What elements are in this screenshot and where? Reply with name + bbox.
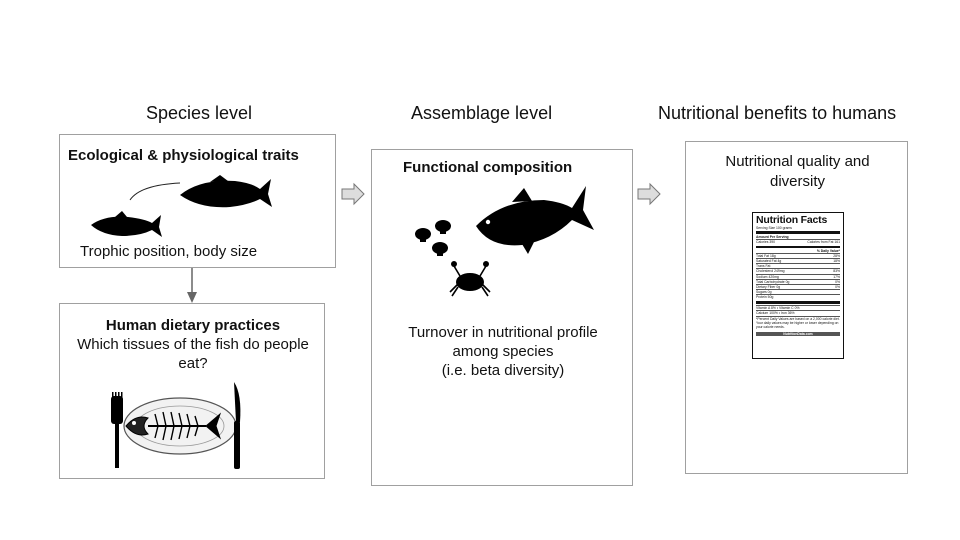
traits-title: Ecological & physiological traits <box>68 147 299 164</box>
nf-row-name: Saturated Fat 4g <box>756 259 782 264</box>
heading-nutritional-benefits: Nutritional benefits to humans <box>658 103 897 123</box>
nf-row-value: 0% <box>835 279 840 284</box>
nf-row-value: 83% <box>833 269 840 274</box>
crab-icon <box>449 261 491 297</box>
nf-row-name: Protein 50g <box>756 295 774 300</box>
mushroom-icon-3 <box>432 242 448 256</box>
dietary-title: Human dietary practices <box>105 317 281 334</box>
nutrition-title-line-1: Nutritional quality and <box>725 153 870 170</box>
nf-row-name: Total Fat 18g <box>756 253 776 258</box>
species-illustration <box>415 186 594 297</box>
plate-illustration <box>111 382 241 469</box>
nutrition-facts-title: Nutrition Facts <box>756 214 828 226</box>
large-fish-icon <box>180 175 272 208</box>
nf-row-name: Cholesterol 249mg <box>756 269 785 274</box>
nf-serving: Serving Size 100 grams <box>756 226 792 230</box>
right-arrow-icon-1 <box>341 182 365 206</box>
right-arrow-icon-2 <box>637 182 661 206</box>
nf-row-name: Total Carbohydrate 0g <box>756 279 790 284</box>
heading-assemblage-level: Assemblage level <box>411 103 553 123</box>
dietary-question: Which tissues of the fish do people eat? <box>77 336 309 372</box>
traits-caption: Trophic position, body size <box>80 243 258 260</box>
fork-icon <box>111 392 123 468</box>
nf-row-value: 17% <box>833 274 840 279</box>
small-fish-icon <box>91 211 162 237</box>
dietary-box: Human dietary practices Which tissues of… <box>59 303 325 479</box>
nutrition-facts-label: Nutrition Facts Serving Size 100 grams A… <box>752 212 844 359</box>
nf-row: Sugars 0g <box>756 289 840 294</box>
nf-vitamin-row-2: Calcium 100% • Iron 36% <box>756 309 840 315</box>
knife-icon <box>234 382 241 469</box>
mushroom-icon-1 <box>415 228 431 242</box>
traits-box: Ecological & physiological traits Trophi… <box>59 134 336 268</box>
mushroom-icon-2 <box>435 220 451 234</box>
functional-title: Functional composition <box>403 159 573 176</box>
nf-row: Total Fat 18g 28% <box>756 252 840 258</box>
nf-row: Saturated Fat 4g 18% <box>756 258 840 263</box>
turnover-line-3: (i.e. beta diversity) <box>441 362 565 379</box>
nf-row: Sodium 420mg 17% <box>756 273 840 279</box>
nf-calories: Calories 390 <box>756 240 776 245</box>
connector-line <box>129 182 181 201</box>
fish-size-illustration <box>91 175 272 237</box>
turnover-line-1: Turnover in nutritional profile <box>408 324 598 341</box>
nf-rows: Total Fat 18g 28% Saturated Fat 4g 18% Trans… <box>756 252 840 300</box>
nf-row: Trans Fat <box>756 263 840 268</box>
down-arrow-icon <box>187 268 197 303</box>
nf-daily-value: % Daily Value* <box>816 248 840 253</box>
nf-row: Protein 50g <box>756 294 840 299</box>
nf-footnote: *Percent Daily Values are based on a 2,0… <box>756 316 840 330</box>
nf-amount: Amount Per Serving <box>756 235 789 240</box>
nf-row-name: Sugars 0g <box>756 290 772 295</box>
nf-row-value: 18% <box>833 259 840 264</box>
nf-row-name: Sodium 420mg <box>756 274 779 279</box>
heading-species-level: Species level <box>146 103 253 123</box>
nf-vitamin-row-1: Vitamin A 8% • Vitamin C 0% <box>756 304 840 310</box>
nf-row-value: 28% <box>833 253 840 258</box>
nutrition-title-line-2: diversity <box>769 173 825 190</box>
fish-skeleton-icon <box>125 411 222 441</box>
tuna-icon <box>476 186 594 254</box>
turnover-line-2: among species <box>452 343 554 360</box>
nf-calories-fat: Calories from Fat 161 <box>807 240 840 245</box>
nf-row: Cholesterol 249mg 83% <box>756 268 840 273</box>
nf-row-name: Dietary Fiber 0g <box>756 285 781 290</box>
functional-box: Functional composition <box>371 149 633 486</box>
nf-row-value: 0% <box>835 285 840 290</box>
nf-footer: NutritionData.com <box>756 331 840 336</box>
nf-row-name: Trans Fat <box>756 264 771 269</box>
nf-row: Total Carbohydrate 0g 0% <box>756 278 840 284</box>
nf-row: Dietary Fiber 0g 0% <box>756 284 840 289</box>
